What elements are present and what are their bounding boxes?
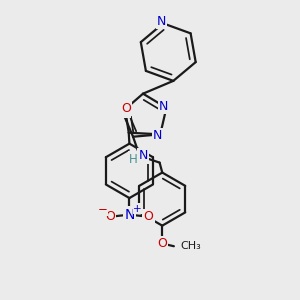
Text: N: N (124, 208, 135, 222)
Text: O: O (121, 102, 131, 115)
Text: N: N (157, 15, 166, 28)
Text: N: N (153, 129, 162, 142)
Text: +: + (134, 204, 142, 214)
Text: −: − (98, 203, 108, 216)
Text: O: O (144, 210, 154, 223)
Text: O: O (105, 210, 115, 223)
Text: CH₃: CH₃ (181, 241, 201, 251)
Text: N: N (120, 104, 130, 117)
Text: N: N (159, 100, 168, 113)
Text: N: N (138, 149, 148, 163)
Text: O: O (157, 237, 167, 250)
Text: H: H (129, 153, 138, 166)
